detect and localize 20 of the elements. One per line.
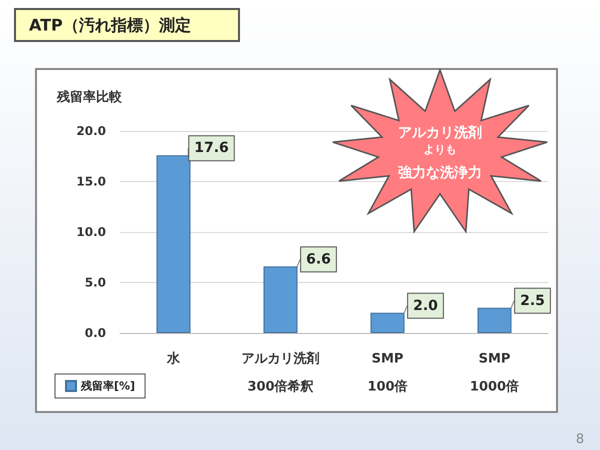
x-tick-label: アルカリ洗剤 300倍希釈: [242, 350, 320, 394]
y-tick-label: 10.0: [76, 225, 106, 239]
annotation: アルカリ洗剤: [398, 124, 482, 141]
data-label: 6.6: [306, 251, 331, 268]
y-tick-label: 0.0: [84, 326, 106, 340]
legend-label: 残留率[%]: [80, 380, 136, 392]
x-tick-label: SMP 100倍: [367, 352, 408, 394]
chart-title: ATP（汚れ指標）測定: [29, 16, 191, 34]
y-tick-label: 15.0: [76, 174, 106, 188]
text: 8: [576, 432, 584, 447]
data-label: 2.5: [520, 292, 545, 309]
data-label: 17.6: [194, 140, 229, 156]
chart-subtitle: 残留率比較: [56, 89, 123, 105]
y-tick-label: 5.0: [84, 276, 106, 290]
data-label: 2.0: [413, 298, 438, 314]
y-tick-label: 20.0: [76, 124, 106, 138]
x-tick-label: 水: [166, 352, 181, 366]
x-tick-label: SMP 1000倍: [470, 352, 520, 394]
annotation: 強力な洗浄力: [398, 165, 482, 181]
annotation: よりも: [424, 143, 456, 156]
